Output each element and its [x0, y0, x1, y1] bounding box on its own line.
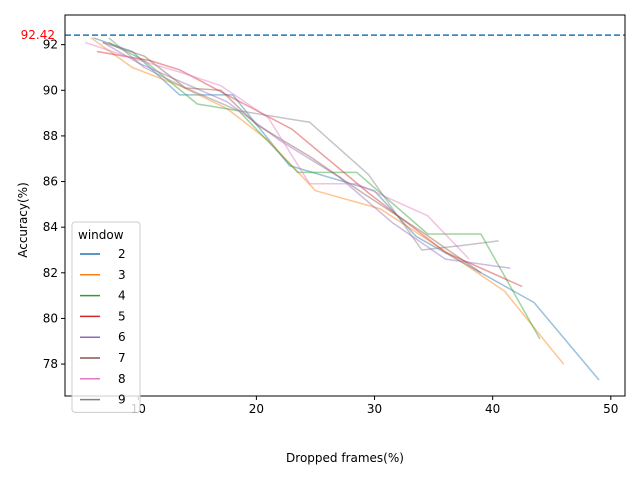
series-line-9 [108, 37, 499, 251]
legend-title: window [78, 228, 124, 242]
x-axis: 1020304050 [131, 396, 618, 416]
series-line-7 [102, 41, 482, 274]
y-tick-label: 92 [43, 38, 58, 52]
legend-label-4: 4 [118, 289, 126, 303]
x-tick-label: 20 [249, 402, 264, 416]
series-line-6 [102, 41, 511, 269]
legend-label-7: 7 [118, 351, 126, 365]
y-tick-label: 82 [43, 266, 58, 280]
legend-label-6: 6 [118, 330, 126, 344]
x-axis-label: Dropped frames(%) [286, 451, 404, 465]
series-line-3 [90, 37, 565, 365]
series-line-5 [96, 50, 523, 288]
x-tick-label: 50 [603, 402, 618, 416]
legend-label-8: 8 [118, 372, 126, 386]
series-line-2 [93, 37, 600, 381]
y-axis-label: Accuracy(%) [16, 182, 30, 258]
legend-label-9: 9 [118, 393, 126, 407]
plot-frame [64, 14, 626, 397]
series-line-8 [84, 41, 470, 260]
reference-line-group: 92.42 [21, 28, 625, 42]
series-line-4 [108, 41, 541, 340]
y-tick-label: 78 [43, 357, 58, 371]
legend-label-3: 3 [118, 268, 126, 282]
y-tick-label: 90 [43, 83, 58, 97]
x-tick-label: 40 [485, 402, 500, 416]
legend-box [71, 221, 141, 413]
y-tick-label: 88 [43, 129, 58, 143]
x-tick-label: 30 [367, 402, 382, 416]
y-axis: 78 80 82 84 86 88 90 92 [43, 38, 65, 371]
legend-label-2: 2 [118, 247, 126, 261]
series-lines [84, 37, 600, 381]
y-tick-label: 80 [43, 311, 58, 325]
y-tick-label: 84 [43, 220, 58, 234]
legend-label-5: 5 [118, 309, 126, 323]
y-tick-label: 86 [43, 175, 58, 189]
reference-line-label: 92.42 [21, 28, 55, 42]
legend: window 2 3 4 5 6 7 8 9 [71, 221, 141, 413]
